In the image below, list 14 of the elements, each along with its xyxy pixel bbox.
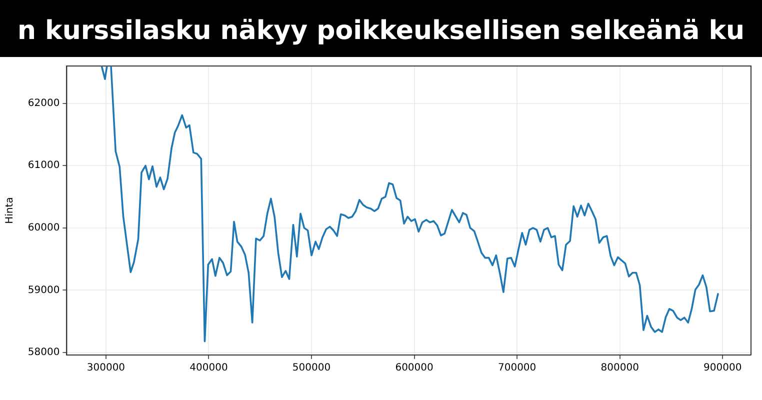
x-tick-label: 800000 [600,362,639,374]
x-tick-label: 600000 [395,362,434,374]
x-tick-label: 900000 [704,362,742,374]
y-tick-label: 62000 [28,98,60,109]
y-tick-label: 61000 [28,160,60,172]
y-tick-label: 58000 [28,347,60,358]
x-tick-label: 700000 [498,362,536,374]
x-tick-label: 300000 [86,362,126,374]
y-axis-title: Hinta [4,197,16,224]
chart-title: n kurssilasku näkyy poikkeuksellisen selkeänä ku [0,0,762,57]
y-tick-label: 60000 [28,222,60,234]
y-tick-label: 59000 [28,284,60,296]
x-tick-label: 400000 [190,362,228,374]
x-tick-label: 500000 [292,362,331,374]
